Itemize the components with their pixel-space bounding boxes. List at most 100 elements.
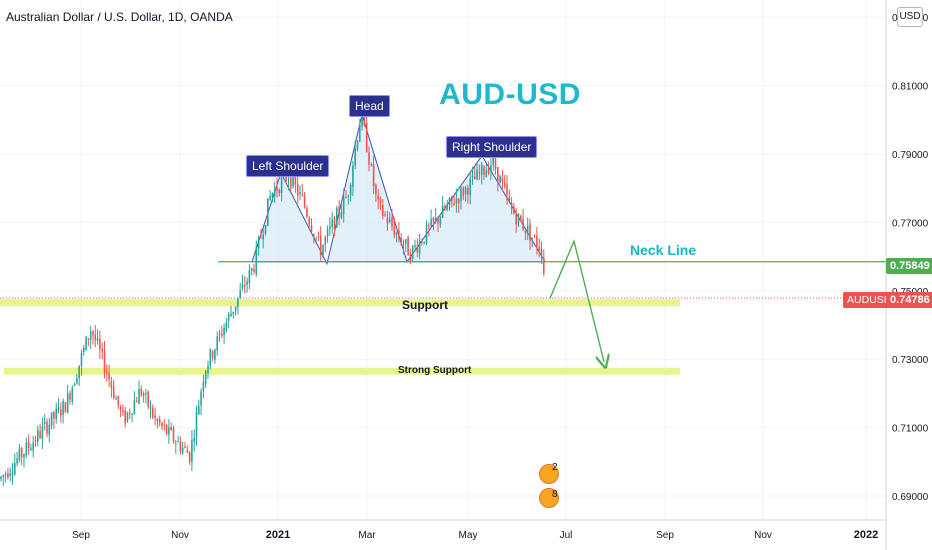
candle-body [237, 297, 239, 307]
price-tick-label: 0.73000 [892, 355, 929, 366]
candle-body [421, 242, 423, 244]
candle-body [216, 336, 218, 351]
candle-body [57, 407, 60, 411]
candle-body [497, 167, 499, 182]
strong-support-label: Strong Support [398, 365, 472, 376]
candle-body [393, 226, 396, 236]
time-tick-label: Jul [560, 530, 573, 541]
candle-body [262, 234, 264, 240]
candle-body [232, 311, 235, 315]
candle-body [315, 237, 317, 239]
current-price-badge: 0.74786 [886, 292, 932, 308]
candle-body [336, 208, 338, 228]
candle-body [529, 223, 531, 241]
candle-body [133, 400, 136, 414]
candle-body [437, 217, 439, 224]
candle-body [135, 400, 138, 403]
time-tick-label: Nov [171, 530, 189, 541]
candle-body [9, 473, 11, 477]
candle-body [434, 217, 437, 221]
economic-events[interactable]: 2 8 [537, 462, 577, 522]
candle-body [138, 389, 140, 404]
candle-body [418, 240, 421, 254]
candle-body [340, 212, 343, 218]
candle-body [186, 450, 189, 453]
candle-body [365, 122, 368, 152]
candle-body [326, 228, 329, 237]
event-flag-icon[interactable] [539, 488, 559, 508]
candle-body [0, 476, 2, 479]
candle-body [50, 412, 53, 426]
candle-body [280, 177, 283, 194]
candle-body [471, 175, 474, 177]
candle-body [464, 187, 467, 194]
candle-body [177, 441, 179, 443]
candle-body [538, 246, 540, 251]
candle-body [110, 381, 113, 388]
event-flag-icon[interactable] [539, 464, 559, 484]
candle-body [446, 205, 448, 210]
candle-body [494, 152, 497, 169]
candle-body [526, 225, 529, 235]
candle-body [11, 472, 14, 475]
candle-body [517, 213, 520, 223]
candle-body [131, 413, 133, 415]
event-count: 8 [552, 489, 558, 500]
neck-line-label: Neck Line [630, 242, 697, 258]
candle-body [478, 172, 481, 174]
candle-body [184, 447, 186, 449]
price-tick-label: 0.71000 [892, 424, 929, 435]
candle-body [469, 178, 471, 195]
candle-body [244, 285, 246, 287]
candle-body [55, 408, 57, 419]
candle-body [333, 217, 336, 230]
candle-body [474, 176, 476, 180]
candle-body [4, 474, 7, 476]
candle-body [172, 428, 175, 442]
candle-body [303, 195, 306, 208]
candle-body [248, 270, 251, 284]
candle-body [480, 164, 483, 176]
candle-body [20, 448, 23, 458]
candle-body [62, 400, 64, 415]
symbol-title[interactable]: Australian Dollar / U.S. Dollar, 1D, OAN… [6, 10, 233, 24]
candle-body [513, 206, 515, 214]
event-count: 2 [552, 462, 558, 473]
candle-body [253, 268, 255, 272]
candle-body [377, 195, 379, 200]
candle-body [329, 226, 331, 229]
candle-body [14, 463, 16, 475]
candle-body [294, 176, 297, 185]
candle-body [269, 196, 271, 200]
time-tick-label: Sep [72, 530, 90, 541]
candle-body [543, 257, 545, 274]
candle-body [239, 290, 241, 299]
price-tick-label: 0.77000 [892, 218, 929, 229]
candle-body [342, 196, 345, 215]
candle-body [467, 187, 469, 195]
candle-body [354, 148, 356, 166]
candle-body [64, 402, 67, 413]
support-zones [0, 299, 680, 375]
candle-body [451, 196, 453, 202]
candle-body [165, 424, 168, 434]
candle-body [487, 168, 490, 174]
candle-body [149, 406, 152, 409]
candle-body [296, 184, 299, 196]
candle-body [101, 349, 103, 351]
candle-body [455, 198, 458, 204]
candle-body [391, 217, 393, 227]
candle-body [338, 206, 340, 216]
currency-button[interactable]: USD [897, 7, 923, 27]
candle-body [218, 333, 221, 335]
candle-body [375, 184, 377, 195]
candle-body [476, 169, 478, 180]
candle-body [347, 196, 350, 198]
candle-body [198, 405, 200, 415]
candle-body [310, 225, 313, 232]
candle-body [432, 217, 435, 222]
candle-body [414, 245, 416, 247]
candle-body [370, 164, 373, 166]
